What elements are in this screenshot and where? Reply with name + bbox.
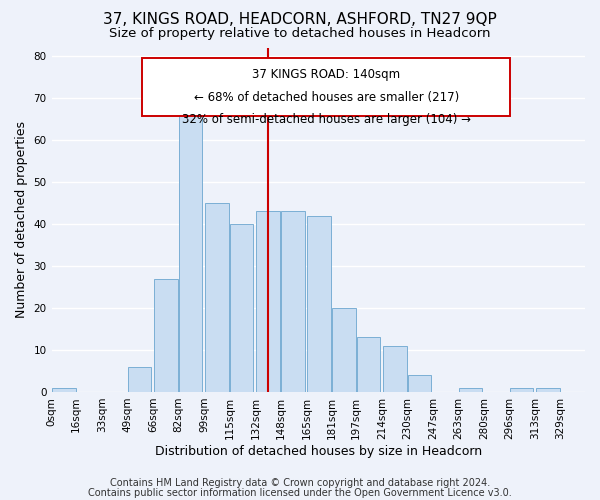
Text: 37 KINGS ROAD: 140sqm: 37 KINGS ROAD: 140sqm xyxy=(252,68,400,81)
Bar xyxy=(256,212,280,392)
Text: Size of property relative to detached houses in Headcorn: Size of property relative to detached ho… xyxy=(109,28,491,40)
Text: 32% of semi-detached houses are larger (104) →: 32% of semi-detached houses are larger (… xyxy=(182,113,471,126)
Bar xyxy=(536,388,560,392)
Bar xyxy=(357,338,380,392)
Bar xyxy=(459,388,482,392)
Bar xyxy=(179,110,202,392)
Text: ← 68% of detached houses are smaller (217): ← 68% of detached houses are smaller (21… xyxy=(194,90,459,104)
Text: Contains HM Land Registry data © Crown copyright and database right 2024.: Contains HM Land Registry data © Crown c… xyxy=(110,478,490,488)
Y-axis label: Number of detached properties: Number of detached properties xyxy=(15,121,28,318)
Bar xyxy=(154,278,178,392)
FancyBboxPatch shape xyxy=(142,58,511,116)
X-axis label: Distribution of detached houses by size in Headcorn: Distribution of detached houses by size … xyxy=(155,444,482,458)
Bar xyxy=(128,367,151,392)
Bar xyxy=(230,224,253,392)
Bar xyxy=(332,308,356,392)
Bar xyxy=(408,375,431,392)
Bar xyxy=(205,203,229,392)
Bar xyxy=(383,346,407,392)
Bar xyxy=(52,388,76,392)
Bar xyxy=(281,212,305,392)
Text: Contains public sector information licensed under the Open Government Licence v3: Contains public sector information licen… xyxy=(88,488,512,498)
Bar xyxy=(510,388,533,392)
Bar xyxy=(307,216,331,392)
Text: 37, KINGS ROAD, HEADCORN, ASHFORD, TN27 9QP: 37, KINGS ROAD, HEADCORN, ASHFORD, TN27 … xyxy=(103,12,497,28)
